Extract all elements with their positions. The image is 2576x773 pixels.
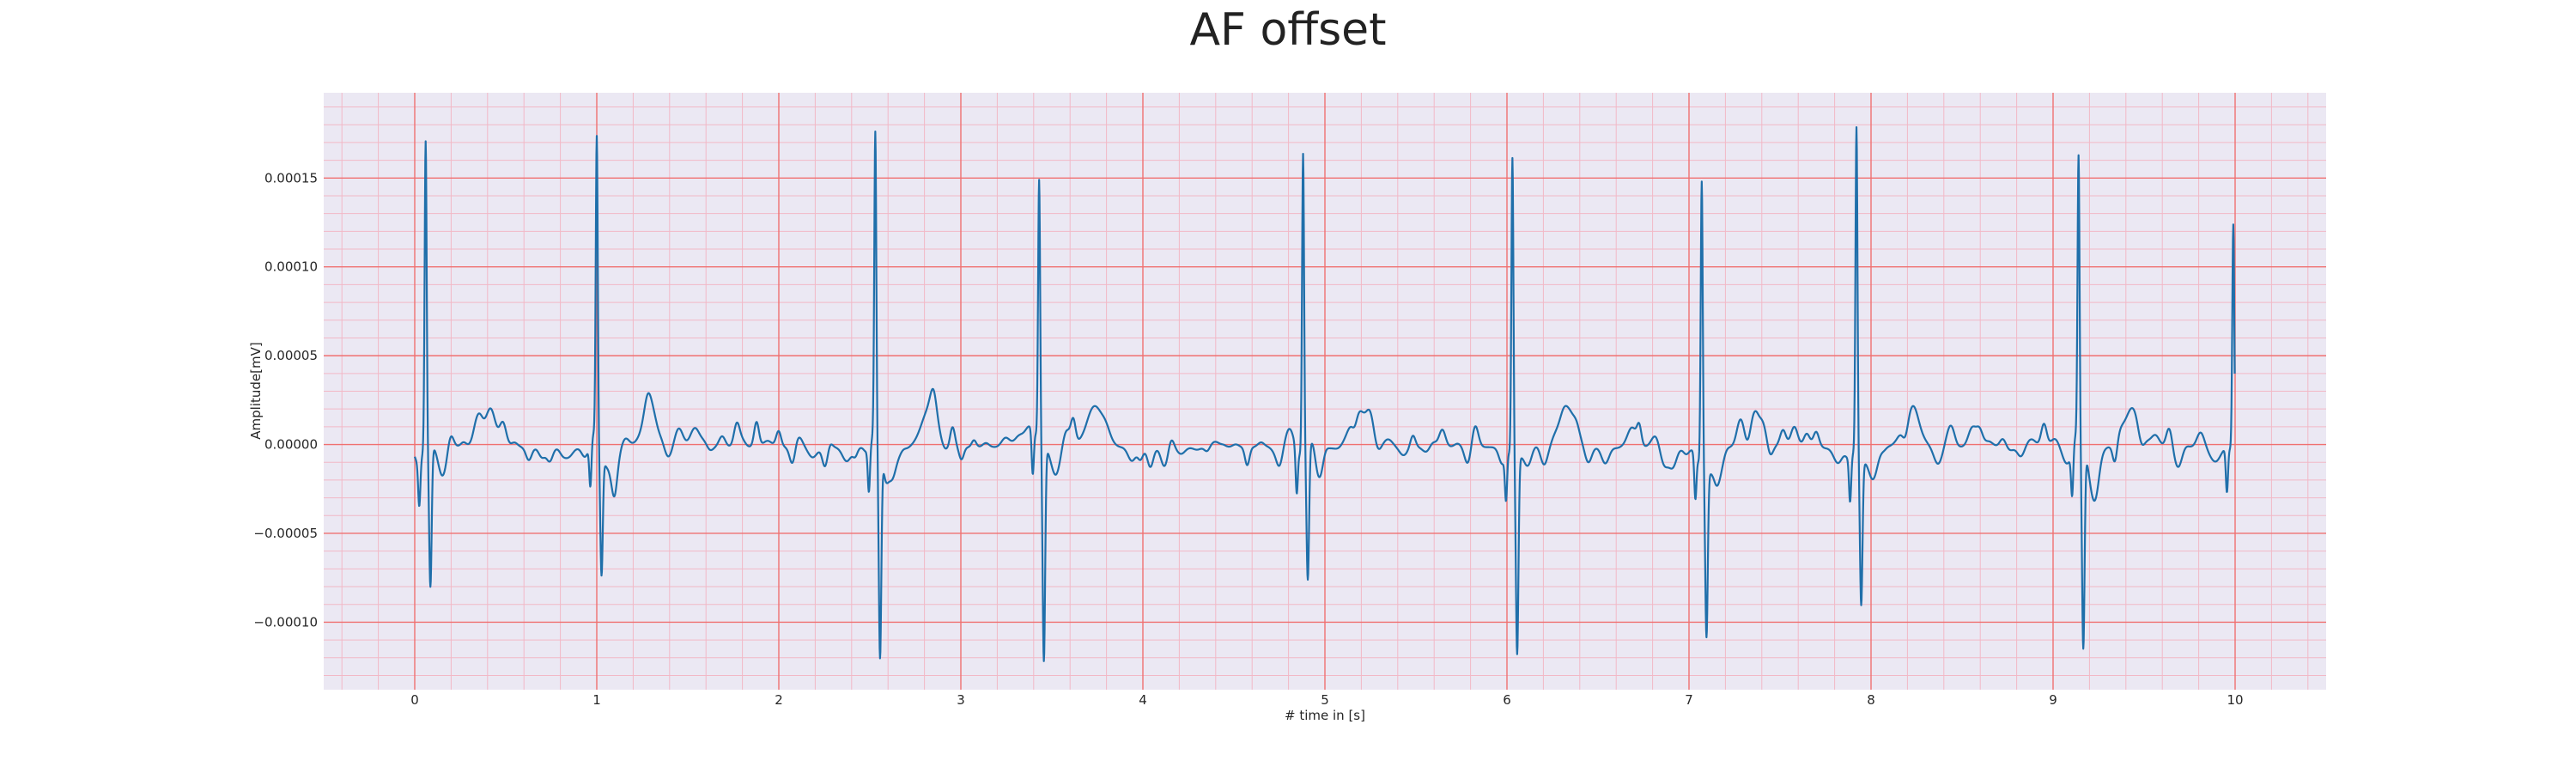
y-tick-labels: −0.00010 −0.00005 0.00000 0.00005 0.00010 0.0… — [253, 170, 318, 630]
x-tick-label: 3 — [957, 692, 965, 708]
x-tick-label: 9 — [2049, 692, 2057, 708]
x-tick-label: 1 — [592, 692, 601, 708]
y-tick-label: 0.00000 — [264, 437, 318, 453]
x-tick-label: 6 — [1503, 692, 1511, 708]
y-tick-label: −0.00010 — [253, 614, 318, 630]
y-tick-label: −0.00005 — [253, 526, 318, 541]
major-grid — [324, 93, 2326, 690]
x-tick-label: 10 — [2227, 692, 2243, 708]
y-tick-label: 0.00005 — [264, 348, 318, 363]
x-tick-label: 5 — [1321, 692, 1329, 708]
y-tick-label: 0.00010 — [264, 259, 318, 275]
y-axis-label: Amplitude[mV] — [248, 342, 264, 439]
x-tick-label: 7 — [1685, 692, 1693, 708]
x-tick-label: 4 — [1139, 692, 1147, 708]
x-tick-labels: 0 1 2 3 4 5 6 7 8 9 10 — [410, 692, 2243, 708]
y-tick-label: 0.00015 — [264, 170, 318, 186]
x-tick-label: 2 — [775, 692, 783, 708]
signal-line — [413, 125, 2236, 662]
x-tick-label: 0 — [410, 692, 419, 708]
chart-title: AF offset — [1189, 4, 1386, 56]
x-axis-label: # time in [s] — [1285, 708, 1365, 723]
x-tick-label: 8 — [1867, 692, 1875, 708]
